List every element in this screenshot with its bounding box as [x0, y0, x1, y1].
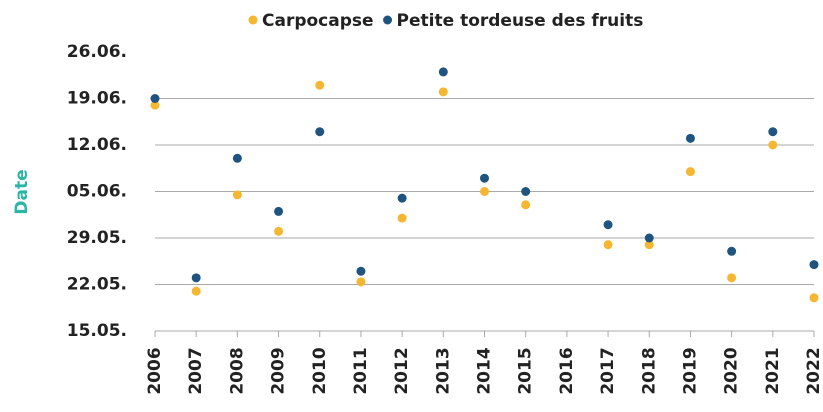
dot: [727, 246, 737, 256]
dot: [397, 213, 407, 223]
dot: [809, 260, 819, 270]
dot: [232, 153, 242, 163]
x-tick-label: 2020: [722, 347, 742, 394]
dot: [356, 277, 366, 287]
x-tick-label: 2022: [804, 347, 823, 394]
x-tick-label: 2013: [433, 347, 453, 394]
legend-label: Petite tordeuse des fruits: [397, 11, 644, 31]
x-tick-label: 2012: [392, 347, 412, 394]
y-tick-label: 19.06.: [67, 89, 127, 109]
dot: [727, 273, 737, 283]
legend-marker: [248, 15, 258, 25]
x-tick-label: 2016: [557, 347, 577, 394]
y-tick-label: 26.06.: [67, 42, 127, 62]
dot: [603, 240, 613, 250]
dot: [809, 293, 819, 303]
dot: [315, 80, 325, 90]
x-tick-label: 2009: [269, 347, 289, 394]
y-tick-label: 05.06.: [67, 182, 127, 202]
x-tick-label: 2018: [639, 347, 659, 394]
dot: [150, 94, 160, 103]
y-tick-label: 29.05.: [67, 228, 127, 248]
x-tick-label: 2008: [227, 347, 247, 394]
dot: [521, 200, 531, 210]
dot: [685, 167, 695, 177]
y-tick-label: 15.05.: [67, 321, 127, 341]
dot: [191, 273, 201, 283]
dot: [644, 240, 654, 250]
dot: [521, 187, 531, 196]
x-tick-label: 2014: [475, 347, 495, 394]
dot: [397, 193, 407, 203]
dot: [191, 286, 201, 296]
dot: [685, 133, 695, 143]
dot: [315, 127, 325, 137]
dot: [480, 173, 489, 183]
x-tick-label: 2021: [763, 347, 783, 394]
dot: [150, 100, 160, 110]
x-tick-label: 2019: [680, 347, 700, 394]
dot: [480, 187, 489, 196]
legend-label: Carpocapse: [262, 11, 374, 31]
dot: [274, 206, 284, 216]
x-tick-label: 2010: [310, 347, 330, 394]
x-tick-label: 2011: [351, 347, 371, 394]
y-tick-label: 12.06.: [67, 135, 127, 155]
dot: [768, 127, 778, 137]
x-tick-label: 2017: [598, 347, 618, 394]
x-tick-label: 2015: [516, 347, 536, 394]
x-tick-label: 2007: [186, 347, 206, 394]
y-tick-label: 22.05.: [67, 275, 127, 295]
dot: [603, 220, 613, 230]
dot: [356, 266, 366, 276]
legend-marker: [383, 15, 393, 25]
x-tick-label: 2006: [145, 347, 165, 394]
dot: [274, 226, 284, 236]
y-axis-label: Date: [12, 169, 32, 214]
dot: [438, 67, 448, 77]
dot: [644, 233, 654, 243]
dot: [438, 87, 448, 97]
dot: [768, 140, 778, 150]
dot: [232, 190, 242, 200]
